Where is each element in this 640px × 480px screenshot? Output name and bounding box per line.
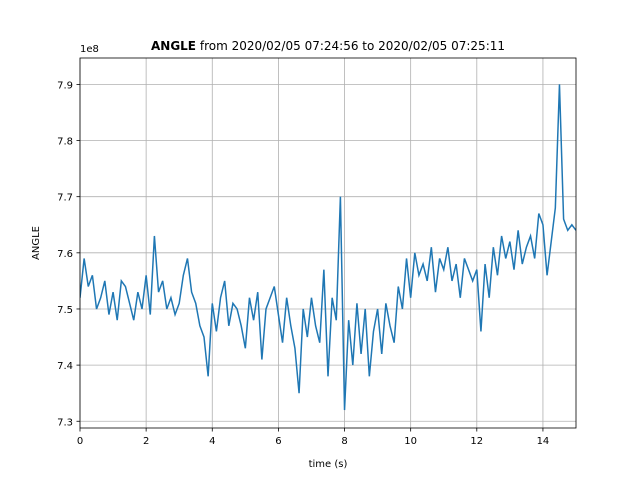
y-tick-label: 7.4 bbox=[57, 361, 73, 372]
y-axis-label: ANGLE bbox=[31, 226, 42, 260]
x-tick-label: 8 bbox=[341, 436, 347, 447]
x-tick-label: 2 bbox=[143, 436, 149, 447]
plot-frame bbox=[79, 57, 577, 429]
y-tick-label: 7.3 bbox=[57, 417, 73, 428]
x-tick-label: 10 bbox=[404, 436, 417, 447]
x-tick-label: 12 bbox=[470, 436, 483, 447]
chart-title: ANGLE from 2020/02/05 07:24:56 to 2020/0… bbox=[151, 39, 505, 53]
x-tick-label: 14 bbox=[537, 436, 550, 447]
x-axis-label: time (s) bbox=[309, 459, 348, 470]
y-tick-label: 7.7 bbox=[57, 193, 73, 204]
x-tick-label: 6 bbox=[275, 436, 281, 447]
data-line bbox=[80, 84, 576, 411]
title-bold: ANGLE bbox=[151, 39, 196, 53]
y-tick-label: 7.5 bbox=[57, 305, 73, 316]
x-tick-label: 4 bbox=[209, 436, 215, 447]
x-tick-label: 0 bbox=[77, 436, 83, 447]
y-tick-label: 7.6 bbox=[57, 249, 73, 260]
title-rest: from 2020/02/05 07:24:56 to 2020/02/05 0… bbox=[200, 39, 505, 53]
y-tick-label: 7.9 bbox=[57, 80, 73, 91]
y-tick-label: 7.8 bbox=[57, 137, 73, 148]
y-offset-label: 1e8 bbox=[80, 44, 99, 55]
